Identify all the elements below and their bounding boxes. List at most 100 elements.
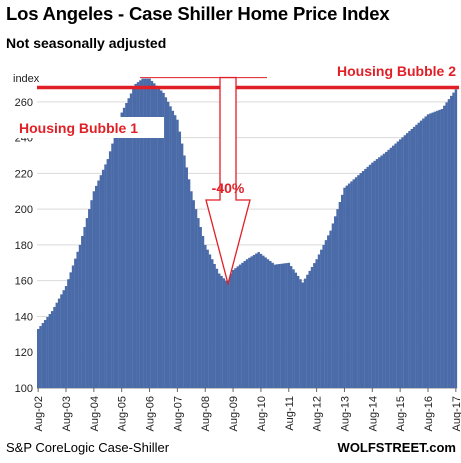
bar bbox=[266, 259, 270, 388]
bar bbox=[264, 257, 267, 388]
bar bbox=[387, 149, 390, 388]
bar bbox=[148, 78, 151, 388]
bar bbox=[375, 159, 379, 388]
bar bbox=[292, 269, 295, 388]
bar bbox=[183, 155, 186, 388]
bar bbox=[301, 282, 304, 388]
bar bbox=[208, 254, 212, 388]
bar bbox=[282, 263, 286, 388]
bar bbox=[366, 166, 369, 388]
bar bbox=[220, 275, 223, 388]
bar bbox=[426, 114, 430, 388]
bar bbox=[97, 180, 100, 388]
drop-arrow bbox=[205, 76, 251, 287]
bar bbox=[415, 124, 418, 388]
bar bbox=[438, 109, 441, 388]
bar bbox=[285, 263, 288, 388]
y-tick-label: 100 bbox=[15, 383, 33, 395]
bar bbox=[129, 93, 133, 388]
bar bbox=[90, 200, 93, 388]
bar bbox=[392, 145, 395, 388]
x-tick-label: Aug-03 bbox=[61, 396, 73, 431]
bar bbox=[329, 230, 332, 388]
bar bbox=[155, 85, 158, 388]
bar bbox=[310, 266, 314, 388]
bar bbox=[243, 261, 246, 388]
bar bbox=[385, 151, 388, 388]
bar bbox=[164, 97, 168, 389]
chart-title: Los Angeles - Case Shiller Home Price In… bbox=[6, 3, 390, 24]
bar bbox=[317, 254, 321, 388]
bar bbox=[199, 227, 202, 388]
bar bbox=[308, 270, 311, 388]
bar bbox=[224, 280, 228, 388]
bar bbox=[250, 256, 253, 388]
bar bbox=[55, 302, 59, 388]
bar bbox=[169, 106, 172, 389]
bar bbox=[39, 326, 42, 388]
bar bbox=[422, 118, 425, 389]
site-credit: WOLFSTREET.com bbox=[337, 440, 456, 455]
bar bbox=[159, 90, 163, 388]
bar bbox=[331, 223, 335, 388]
bar bbox=[433, 111, 437, 389]
y-tick-label: 260 bbox=[15, 97, 33, 109]
bar bbox=[412, 126, 416, 389]
bubble2-label: Housing Bubble 2 bbox=[337, 63, 456, 79]
x-tick-label: Aug-04 bbox=[89, 396, 101, 431]
bar bbox=[396, 141, 400, 388]
bar bbox=[231, 269, 235, 388]
bar bbox=[60, 294, 63, 388]
x-tick-label: Aug-11 bbox=[284, 396, 296, 431]
bar bbox=[194, 209, 198, 388]
x-tick-label: Aug-13 bbox=[339, 396, 351, 431]
bar bbox=[41, 323, 45, 388]
bar bbox=[440, 108, 444, 388]
bar bbox=[361, 170, 365, 388]
bar bbox=[336, 209, 339, 388]
bar bbox=[53, 306, 56, 388]
bar bbox=[178, 131, 182, 388]
x-tick-label: Aug-17 bbox=[451, 396, 461, 431]
bar bbox=[357, 175, 360, 388]
bar bbox=[324, 240, 328, 388]
bar bbox=[327, 235, 330, 388]
bar bbox=[271, 262, 274, 388]
bar bbox=[81, 235, 84, 388]
x-tick-label: Aug-06 bbox=[145, 396, 157, 431]
chart-subtitle: Not seasonally adjusted bbox=[6, 35, 167, 51]
bar bbox=[139, 80, 142, 389]
bar bbox=[380, 155, 383, 388]
bar bbox=[62, 290, 65, 388]
bar bbox=[262, 255, 265, 388]
bar bbox=[46, 317, 49, 388]
y-tick-label: 120 bbox=[15, 347, 33, 359]
x-tick-label: Aug-16 bbox=[423, 396, 435, 431]
bar bbox=[83, 227, 86, 388]
bar bbox=[171, 110, 175, 389]
bar bbox=[410, 128, 414, 388]
bar bbox=[443, 105, 446, 388]
bar bbox=[187, 179, 191, 388]
bar bbox=[294, 272, 298, 388]
bar bbox=[450, 95, 453, 389]
bubble1-label-bg bbox=[14, 117, 164, 138]
bar bbox=[419, 120, 423, 389]
x-tick-label: Aug-08 bbox=[200, 396, 212, 431]
bar bbox=[162, 92, 165, 388]
bar bbox=[252, 254, 256, 388]
bar bbox=[206, 249, 209, 388]
bar bbox=[190, 191, 193, 388]
bar bbox=[213, 263, 216, 388]
bar bbox=[394, 143, 397, 388]
bar bbox=[125, 103, 128, 389]
bar bbox=[132, 88, 135, 389]
bar bbox=[99, 175, 103, 388]
y-tick-label: 220 bbox=[15, 168, 33, 180]
bar bbox=[273, 264, 277, 388]
bar bbox=[347, 183, 351, 388]
bar bbox=[238, 264, 242, 388]
bar bbox=[255, 253, 258, 388]
bar bbox=[398, 139, 402, 388]
